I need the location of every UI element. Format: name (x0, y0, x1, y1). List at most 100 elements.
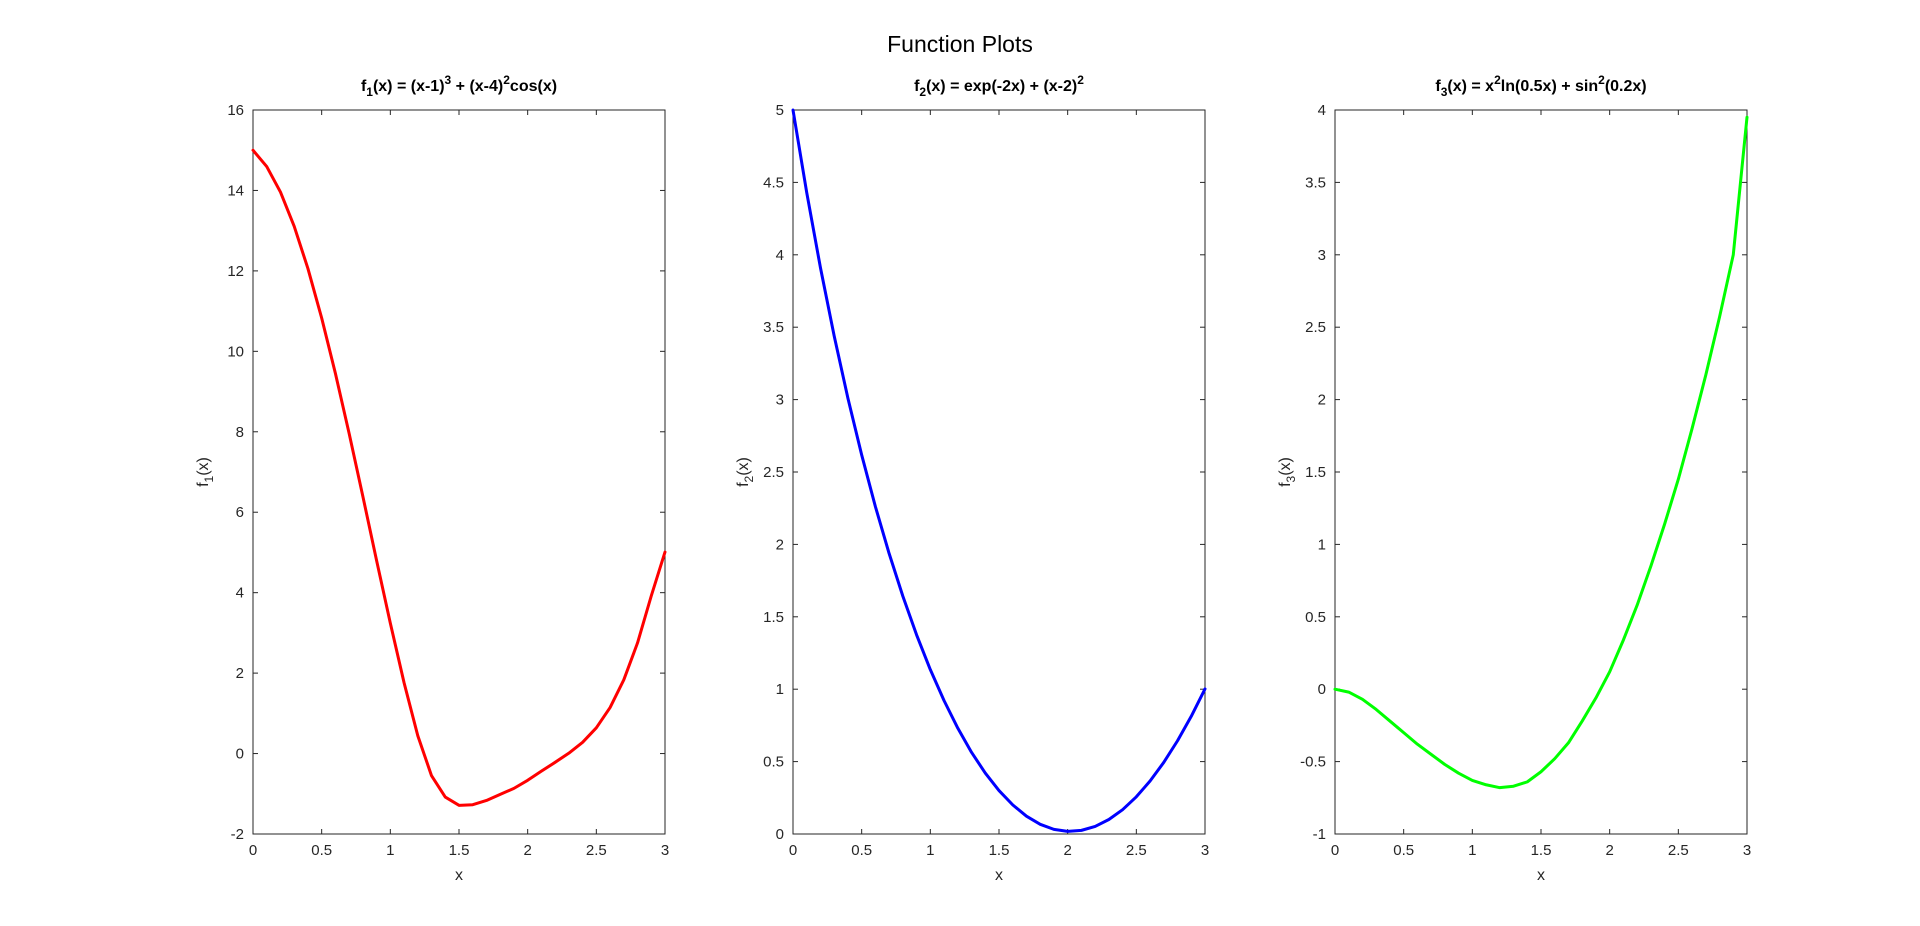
x-tick-label: 2 (1605, 842, 1613, 859)
text-part: f (1435, 78, 1441, 95)
x-tick-label: 1 (926, 842, 934, 859)
text-part: 3 (1284, 475, 1298, 482)
y-tick-label: 10 (227, 343, 244, 360)
x-tick-label: 3 (1201, 842, 1209, 859)
x-tick-label: 0 (249, 842, 257, 859)
y-tick-label: 3 (776, 392, 784, 409)
text-part: f (735, 482, 752, 487)
x-tick-label: 0.5 (851, 842, 872, 859)
x-tick-label: 2.5 (1126, 842, 1147, 859)
y-tick-label: 4 (1318, 102, 1326, 119)
x-tick-label: 2.5 (1668, 842, 1689, 859)
subplot-title: f3(x) = x2ln(0.5x) + sin2(0.2x) (1435, 73, 1646, 99)
y-tick-label: 1.5 (1305, 464, 1326, 481)
text-part: 2 (1077, 73, 1084, 87)
text-part: 3 (1441, 85, 1448, 99)
y-tick-label: 2 (1318, 392, 1326, 409)
y-tick-label: 16 (227, 102, 244, 119)
figure-title: Function Plots (887, 31, 1033, 57)
x-tick-label: 1.5 (989, 842, 1010, 859)
text-part: f (914, 78, 920, 95)
y-tick-label: 2 (236, 665, 244, 682)
y-tick-label: 0.5 (1305, 609, 1326, 626)
x-axis-label: x (1537, 867, 1545, 884)
y-tick-label: 0 (236, 746, 244, 763)
subplot-2: 0 0.5 1 1.5 2 2.5 300.511.522.533.544.55f2(x) … (735, 73, 1209, 884)
x-axis-label: x (995, 867, 1003, 884)
text-part: ln(0.5x) + sin (1501, 78, 1598, 95)
x-tick-label: 1.5 (1531, 842, 1552, 859)
y-tick-label: 3.5 (763, 319, 784, 336)
axes-box (1334, 109, 1748, 835)
y-tick-label: 3.5 (1305, 174, 1326, 191)
text-part: 2 (1494, 73, 1501, 87)
y-tick-label: 1.5 (763, 609, 784, 626)
y-tick-label: 2 (776, 536, 784, 553)
y-tick-label: -2 (231, 826, 244, 843)
text-part: 1 (366, 85, 373, 99)
text-part: 2 (1598, 73, 1605, 87)
x-tick-label: 1.5 (449, 842, 470, 859)
y-tick-label: 4 (236, 585, 244, 602)
y-axis-label: f2(x) (735, 457, 756, 487)
text-part: (0.2x) (1605, 78, 1647, 95)
series-line-1 (251, 148, 667, 807)
y-tick-label: -1 (1313, 826, 1326, 843)
y-tick-label: 8 (236, 424, 244, 441)
text-part: (x) (195, 457, 212, 476)
x-tick-label: 3 (661, 842, 669, 859)
y-tick-label: 3 (1318, 247, 1326, 264)
y-tick-label: 4.5 (763, 174, 784, 191)
text-part: (x) = exp(-2x) + (x-2) (926, 78, 1077, 95)
y-tick-label: 4 (776, 247, 784, 264)
y-tick-label: 14 (227, 182, 244, 199)
y-axis-label: f1(x) (195, 457, 216, 487)
y-tick-label: 0 (1318, 681, 1326, 698)
y-tick-label: 6 (236, 504, 244, 521)
text-part: 1 (202, 475, 216, 482)
y-tick-label: 5 (776, 102, 784, 119)
axes-box (252, 109, 666, 835)
text-part: 2 (919, 85, 926, 99)
x-tick-label: 0.5 (311, 842, 332, 859)
text-part: (x) (735, 457, 752, 476)
x-tick-label: 2 (523, 842, 531, 859)
text-part: (x) (1277, 457, 1294, 476)
series-line-1 (791, 108, 1207, 833)
text-part: 2 (503, 73, 510, 87)
y-tick-label: -0.5 (1300, 754, 1326, 771)
text-part: f (1277, 482, 1294, 487)
text-part: (x) = (x-1) (373, 78, 445, 95)
x-tick-label: 1 (386, 842, 394, 859)
text-part: + (x-4) (451, 78, 503, 95)
text-part: 3 (445, 73, 452, 87)
x-tick-label: 0 (1331, 842, 1339, 859)
text-part: cos(x) (510, 78, 557, 95)
y-tick-label: 0 (776, 826, 784, 843)
text-part: f (195, 482, 212, 487)
y-tick-label: 12 (227, 263, 244, 280)
y-tick-label: 2.5 (763, 464, 784, 481)
y-tick-label: 2.5 (1305, 319, 1326, 336)
x-tick-label: 0 (789, 842, 797, 859)
text-part: 2 (742, 475, 756, 482)
x-axis-label: x (455, 867, 463, 884)
x-tick-label: 3 (1743, 842, 1751, 859)
y-tick-label: 1 (1318, 536, 1326, 553)
y-axis-label: f3(x) (1277, 457, 1298, 487)
x-tick-label: 0.5 (1393, 842, 1414, 859)
axes-box (792, 109, 1206, 835)
y-tick-label: 0.5 (763, 754, 784, 771)
x-tick-label: 2.5 (586, 842, 607, 859)
text-part: (x) = x (1447, 78, 1494, 95)
series-line-1 (1333, 115, 1749, 790)
subplot-title: f1(x) = (x-1)3 + (x-4)2cos(x) (361, 73, 557, 99)
subplot-title: f2(x) = exp(-2x) + (x-2)2 (914, 73, 1084, 99)
y-tick-label: 1 (776, 681, 784, 698)
x-tick-label: 1 (1468, 842, 1476, 859)
x-tick-label: 2 (1063, 842, 1071, 859)
text-part: f (361, 78, 367, 95)
